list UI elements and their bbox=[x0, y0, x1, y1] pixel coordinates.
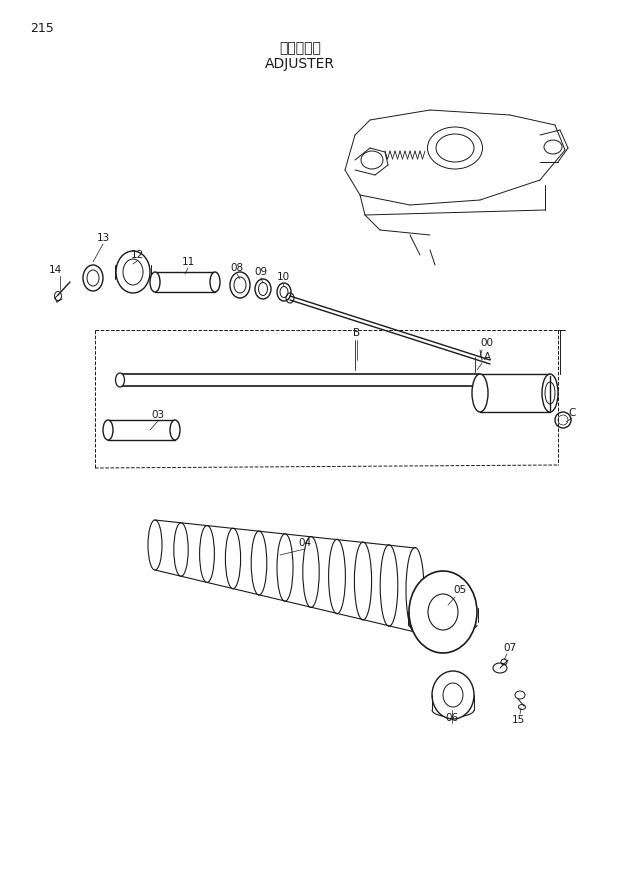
Ellipse shape bbox=[150, 272, 160, 292]
Text: A: A bbox=[484, 352, 490, 362]
Text: 06: 06 bbox=[445, 713, 459, 723]
Ellipse shape bbox=[174, 523, 188, 576]
Text: 15: 15 bbox=[512, 715, 525, 725]
Ellipse shape bbox=[380, 545, 398, 626]
Text: アジャスタ: アジャスタ bbox=[279, 41, 321, 55]
Text: 07: 07 bbox=[503, 643, 516, 653]
Text: 03: 03 bbox=[151, 410, 164, 420]
Ellipse shape bbox=[210, 272, 220, 292]
Text: 10: 10 bbox=[277, 272, 290, 282]
Text: 11: 11 bbox=[182, 257, 195, 267]
Text: 14: 14 bbox=[48, 265, 61, 275]
Ellipse shape bbox=[542, 374, 558, 412]
Text: 00: 00 bbox=[480, 338, 494, 348]
Text: ADJUSTER: ADJUSTER bbox=[265, 57, 335, 71]
Text: 13: 13 bbox=[96, 233, 110, 243]
Ellipse shape bbox=[200, 526, 215, 582]
Ellipse shape bbox=[432, 671, 474, 719]
Text: 08: 08 bbox=[231, 263, 244, 273]
Text: 12: 12 bbox=[130, 250, 144, 260]
Ellipse shape bbox=[303, 537, 319, 608]
Ellipse shape bbox=[251, 531, 267, 595]
Ellipse shape bbox=[406, 547, 424, 633]
Ellipse shape bbox=[226, 528, 241, 588]
Ellipse shape bbox=[472, 374, 488, 412]
Text: 215: 215 bbox=[30, 22, 54, 35]
Ellipse shape bbox=[277, 533, 293, 601]
Ellipse shape bbox=[148, 520, 162, 570]
Text: 04: 04 bbox=[298, 538, 312, 548]
Ellipse shape bbox=[355, 542, 371, 620]
Ellipse shape bbox=[493, 663, 507, 673]
Ellipse shape bbox=[170, 420, 180, 440]
Text: 09: 09 bbox=[254, 267, 268, 277]
Text: B: B bbox=[353, 328, 361, 338]
Ellipse shape bbox=[329, 540, 345, 614]
Ellipse shape bbox=[409, 571, 477, 653]
Ellipse shape bbox=[115, 373, 125, 387]
Text: 05: 05 bbox=[453, 585, 467, 595]
Text: C: C bbox=[569, 408, 576, 418]
Ellipse shape bbox=[103, 420, 113, 440]
